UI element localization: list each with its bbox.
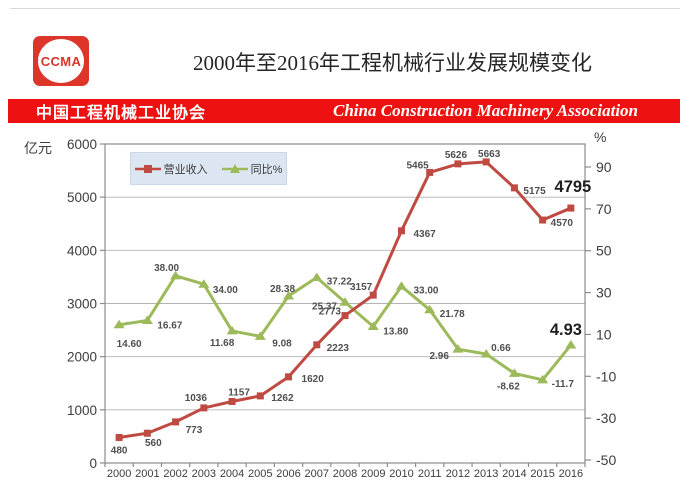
series-revenue-labels: 480 560 773 1036 1157 1262 1620 2223 2773 3157 436… xyxy=(111,149,591,457)
svg-text:34.00: 34.00 xyxy=(213,285,238,296)
svg-text:1157: 1157 xyxy=(228,387,250,398)
svg-text:14.60: 14.60 xyxy=(117,339,142,350)
svg-text:2014: 2014 xyxy=(502,468,526,480)
page-title: 2000年至2016年工程机械行业发展规模变化 xyxy=(193,51,592,75)
svg-text:2013: 2013 xyxy=(474,468,498,480)
association-banner: 中国工程机械工业协会 China Construction Machinery … xyxy=(8,99,680,123)
series-growth-labels: 14.60 16.67 38.00 34.00 11.68 9.08 28.38 37.22 2… xyxy=(117,263,582,393)
svg-text:4000: 4000 xyxy=(67,243,97,258)
banner-chinese-name: 中国工程机械工业协会 xyxy=(36,105,207,122)
series-revenue xyxy=(115,158,575,441)
svg-text:0: 0 xyxy=(89,456,97,471)
svg-text:10: 10 xyxy=(596,326,612,342)
svg-text:5663: 5663 xyxy=(478,149,501,160)
banner-english-name: China Construction Machinery Association xyxy=(333,101,638,120)
svg-text:2016: 2016 xyxy=(559,468,583,480)
svg-text:5175: 5175 xyxy=(523,186,546,197)
svg-text:90: 90 xyxy=(596,159,612,175)
left-axis-unit-label: 亿元 xyxy=(24,140,52,156)
series-growth xyxy=(113,270,577,384)
axis-ticks-and-labels: 6000 5000 4000 3000 2000 1000 0 90 70 50 30 10 -10 -3… xyxy=(67,137,616,471)
svg-text:2004: 2004 xyxy=(220,468,244,480)
growth-line-triangle-icon xyxy=(221,163,248,173)
svg-text:-8.62: -8.62 xyxy=(497,381,520,392)
svg-text:1036: 1036 xyxy=(185,393,208,404)
ccma-logo-circle: CCMA xyxy=(38,39,84,83)
svg-text:-30: -30 xyxy=(596,410,616,426)
svg-text:2002: 2002 xyxy=(163,468,187,480)
svg-text:560: 560 xyxy=(145,438,162,449)
svg-text:9.08: 9.08 xyxy=(272,338,292,349)
svg-text:2223: 2223 xyxy=(327,343,350,354)
svg-text:1620: 1620 xyxy=(302,374,325,385)
svg-text:4367: 4367 xyxy=(413,229,436,240)
svg-text:37.22: 37.22 xyxy=(327,276,352,287)
svg-text:50: 50 xyxy=(596,243,612,259)
svg-text:3000: 3000 xyxy=(67,297,97,312)
svg-text:5000: 5000 xyxy=(67,190,97,205)
svg-text:28.38: 28.38 xyxy=(270,284,295,295)
svg-text:13.80: 13.80 xyxy=(383,326,408,337)
ccma-logo-text: CCMA xyxy=(40,53,82,69)
svg-text:1262: 1262 xyxy=(271,393,294,404)
svg-text:21.78: 21.78 xyxy=(440,309,465,320)
svg-text:3157: 3157 xyxy=(350,282,373,293)
svg-text:5465: 5465 xyxy=(406,160,429,171)
svg-text:4795: 4795 xyxy=(555,178,592,196)
svg-text:6000: 6000 xyxy=(67,137,97,152)
right-axis-unit-label: % xyxy=(594,129,607,145)
chart-legend: 营业收入 同比% xyxy=(130,152,287,185)
svg-text:-10: -10 xyxy=(596,368,616,384)
svg-text:2012: 2012 xyxy=(446,468,470,480)
svg-text:2003: 2003 xyxy=(192,468,216,480)
svg-text:1000: 1000 xyxy=(67,403,97,418)
svg-text:4570: 4570 xyxy=(551,218,574,229)
svg-text:4.93: 4.93 xyxy=(550,321,582,339)
svg-text:2005: 2005 xyxy=(248,468,272,480)
svg-text:2008: 2008 xyxy=(333,468,357,480)
svg-text:16.67: 16.67 xyxy=(157,320,182,331)
svg-text:480: 480 xyxy=(111,445,128,456)
svg-text:25.37: 25.37 xyxy=(312,301,337,312)
svg-text:2011: 2011 xyxy=(418,468,442,480)
svg-text:11.68: 11.68 xyxy=(210,338,235,349)
svg-text:38.00: 38.00 xyxy=(154,263,179,274)
top-border-line xyxy=(10,8,680,9)
legend-label-growth: 同比% xyxy=(250,163,283,176)
svg-text:2773: 2773 xyxy=(319,307,342,318)
svg-text:-50: -50 xyxy=(596,452,616,468)
ccma-logo: CCMA xyxy=(33,36,89,86)
revenue-line-square-icon xyxy=(134,164,161,173)
svg-text:-11.7: -11.7 xyxy=(552,379,575,390)
svg-text:33.00: 33.00 xyxy=(413,285,438,296)
legend-item-growth: 同比% xyxy=(221,161,283,177)
svg-text:2015: 2015 xyxy=(530,468,554,480)
legend-item-revenue: 营业收入 xyxy=(134,161,208,177)
x-axis-year-labels: 2000 2001 2002 2003 2004 2005 2006 2007 2008 2009… xyxy=(107,468,583,480)
svg-text:2010: 2010 xyxy=(389,468,413,480)
svg-text:2009: 2009 xyxy=(361,468,385,480)
svg-text:2006: 2006 xyxy=(276,468,300,480)
svg-text:2007: 2007 xyxy=(305,468,329,480)
svg-text:30: 30 xyxy=(596,285,612,301)
svg-text:2000: 2000 xyxy=(67,350,97,365)
svg-text:5626: 5626 xyxy=(445,150,468,161)
svg-text:0.66: 0.66 xyxy=(491,343,511,354)
legend-label-revenue: 营业收入 xyxy=(163,163,208,176)
svg-text:773: 773 xyxy=(186,425,203,436)
svg-text:70: 70 xyxy=(596,201,612,217)
svg-text:2000: 2000 xyxy=(107,468,131,480)
svg-text:2001: 2001 xyxy=(135,468,159,480)
svg-text:2.96: 2.96 xyxy=(429,351,449,362)
